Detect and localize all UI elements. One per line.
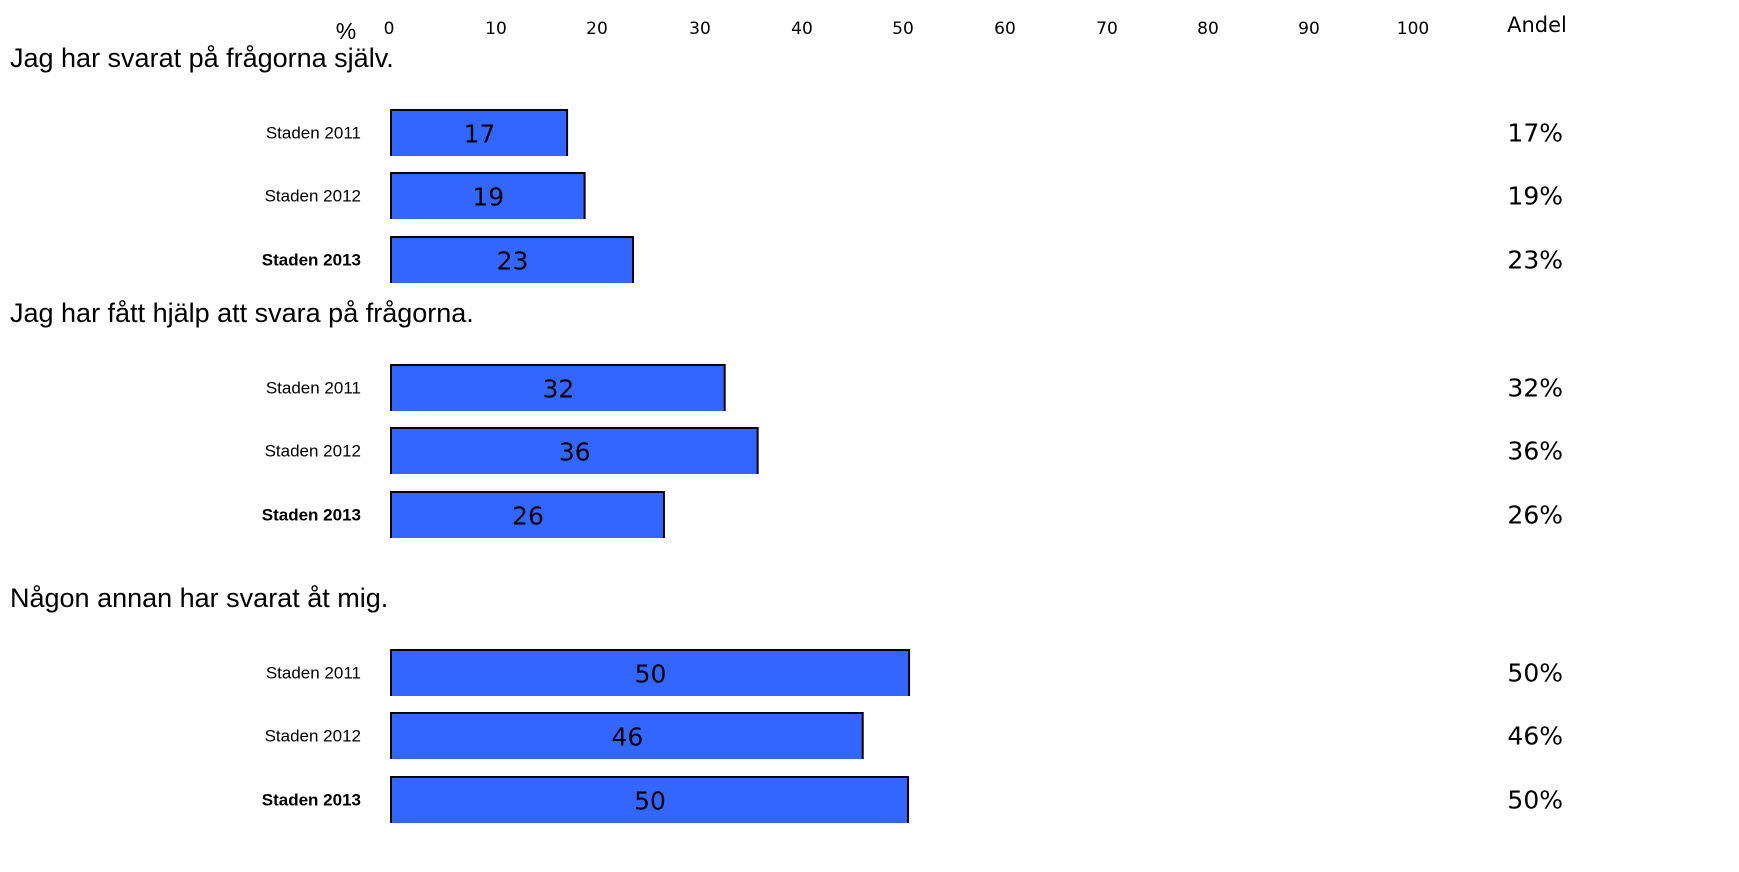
x-tick-label: 0 bbox=[384, 19, 395, 39]
share-label: 32% bbox=[1507, 374, 1563, 403]
bar bbox=[392, 236, 634, 283]
x-tick-label: 40 bbox=[791, 19, 813, 39]
share-label: 23% bbox=[1507, 246, 1563, 275]
share-label: 26% bbox=[1507, 501, 1563, 530]
category-label: Staden 2013 bbox=[262, 791, 361, 810]
bar-value-label: 19 bbox=[472, 183, 504, 212]
x-tick-label: 30 bbox=[689, 19, 711, 39]
share-label: 50% bbox=[1507, 786, 1563, 815]
x-tick-label: 70 bbox=[1096, 19, 1118, 39]
bar-value-label: 50 bbox=[635, 660, 667, 689]
category-label: Staden 2012 bbox=[265, 442, 361, 461]
share-label: 17% bbox=[1507, 119, 1563, 148]
category-label: Staden 2013 bbox=[262, 251, 361, 270]
bar-value-label: 23 bbox=[497, 247, 529, 276]
share-label: 50% bbox=[1507, 659, 1563, 688]
x-unit-label: % bbox=[336, 18, 356, 44]
group-title: Jag har svarat på frågorna själv. bbox=[10, 43, 394, 73]
bar-group: Jag har svarat på frågorna själv. Staden … bbox=[10, 43, 1563, 283]
bar-value-label: 36 bbox=[559, 438, 591, 467]
share-label: 46% bbox=[1507, 722, 1563, 751]
x-tick-label: 50 bbox=[892, 19, 914, 39]
bar-value-label: 50 bbox=[634, 787, 666, 816]
x-tick-label: 20 bbox=[586, 19, 608, 39]
bar bbox=[392, 172, 585, 219]
bar-group: Någon annan har svarat åt mig. Staden 201… bbox=[10, 583, 1563, 823]
category-label: Staden 2012 bbox=[265, 727, 361, 746]
share-column-header: Andel bbox=[1507, 13, 1567, 37]
bar-value-label: 17 bbox=[464, 120, 496, 149]
group-title: Någon annan har svarat åt mig. bbox=[10, 583, 388, 613]
category-label: Staden 2011 bbox=[266, 124, 361, 143]
bar-groups: Jag har svarat på frågorna själv. Staden … bbox=[10, 43, 1563, 823]
bar-group: Jag har fått hjälp att svara på frågorna… bbox=[10, 298, 1563, 538]
bar bbox=[392, 427, 758, 474]
group-title: Jag har fått hjälp att svara på frågorna… bbox=[10, 298, 474, 328]
x-tick-label: 80 bbox=[1197, 19, 1219, 39]
bar bbox=[392, 776, 909, 823]
bar bbox=[392, 491, 664, 538]
x-tick-label: 90 bbox=[1298, 19, 1320, 39]
category-label: Staden 2011 bbox=[266, 379, 361, 398]
share-label: 19% bbox=[1507, 182, 1563, 211]
x-tick-label: 60 bbox=[994, 19, 1016, 39]
bar-value-label: 32 bbox=[542, 375, 574, 404]
x-tick-label: 10 bbox=[485, 19, 507, 39]
bar bbox=[392, 712, 863, 759]
x-axis-ticks: 0 10 20 30 40 50 60 70 80 90 100 bbox=[384, 19, 1430, 39]
bar bbox=[392, 109, 568, 156]
bar bbox=[392, 364, 725, 411]
bar bbox=[392, 649, 910, 696]
category-label: Staden 2013 bbox=[262, 506, 361, 525]
share-label: 36% bbox=[1507, 437, 1563, 466]
category-label: Staden 2012 bbox=[265, 187, 361, 206]
bar-value-label: 26 bbox=[512, 502, 544, 531]
x-tick-label: 100 bbox=[1397, 19, 1429, 39]
bar-value-label: 46 bbox=[611, 723, 643, 752]
category-label: Staden 2011 bbox=[266, 664, 361, 683]
